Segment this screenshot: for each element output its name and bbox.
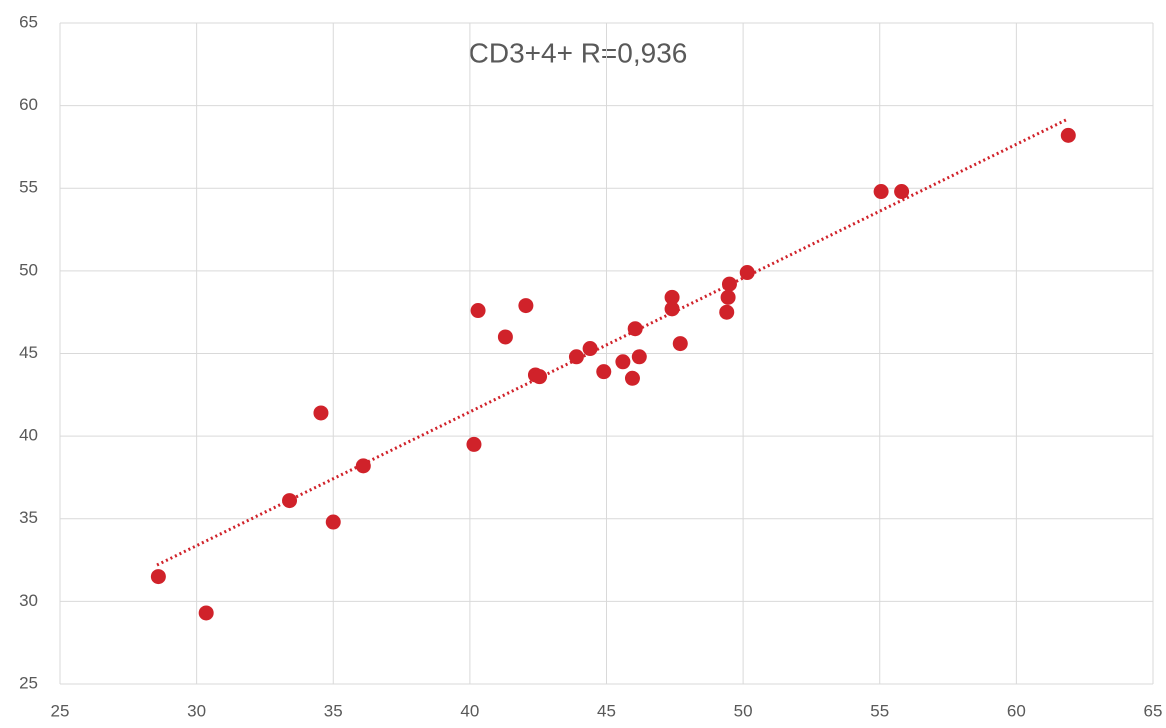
point bbox=[664, 301, 680, 317]
point bbox=[615, 354, 631, 370]
trendline bbox=[156, 117, 1069, 567]
point bbox=[313, 405, 329, 421]
x-tick-label: 50 bbox=[734, 701, 753, 720]
point bbox=[596, 364, 612, 380]
point bbox=[664, 289, 680, 305]
x-tick-label: 25 bbox=[51, 701, 70, 720]
point bbox=[672, 336, 688, 352]
point bbox=[198, 605, 214, 621]
y-tick-label: 65 bbox=[19, 12, 38, 31]
point bbox=[466, 436, 482, 452]
point bbox=[720, 289, 736, 305]
point bbox=[873, 184, 889, 200]
point bbox=[624, 370, 640, 386]
y-tick-label: 40 bbox=[19, 426, 38, 445]
point bbox=[568, 349, 584, 365]
x-tick-label: 35 bbox=[324, 701, 343, 720]
point bbox=[721, 276, 737, 292]
x-tick-label: 40 bbox=[460, 701, 479, 720]
point bbox=[719, 304, 735, 320]
point bbox=[518, 298, 534, 314]
y-tick-label: 55 bbox=[19, 178, 38, 197]
point bbox=[497, 329, 513, 345]
point bbox=[739, 265, 755, 281]
point bbox=[627, 321, 643, 337]
y-tick-label: 60 bbox=[19, 95, 38, 114]
point bbox=[582, 341, 598, 357]
y-tick-label: 35 bbox=[19, 508, 38, 527]
y-tick-label: 45 bbox=[19, 343, 38, 362]
point bbox=[282, 493, 298, 509]
x-tick-label: 60 bbox=[1007, 701, 1026, 720]
y-tick-label: 30 bbox=[19, 591, 38, 610]
x-tick-label: 30 bbox=[187, 701, 206, 720]
point bbox=[894, 184, 910, 200]
point bbox=[470, 303, 486, 319]
point bbox=[325, 514, 341, 530]
x-tick-label: 65 bbox=[1144, 701, 1163, 720]
point bbox=[532, 369, 548, 385]
point bbox=[355, 458, 371, 474]
y-tick-label: 25 bbox=[19, 673, 38, 692]
point bbox=[631, 349, 647, 365]
chart-title: CD3+4+ R=0,936 bbox=[469, 37, 688, 68]
y-tick-label: 50 bbox=[19, 260, 38, 279]
x-tick-label: 55 bbox=[870, 701, 889, 720]
point bbox=[150, 569, 166, 585]
x-tick-label: 45 bbox=[597, 701, 616, 720]
point bbox=[1060, 127, 1076, 143]
